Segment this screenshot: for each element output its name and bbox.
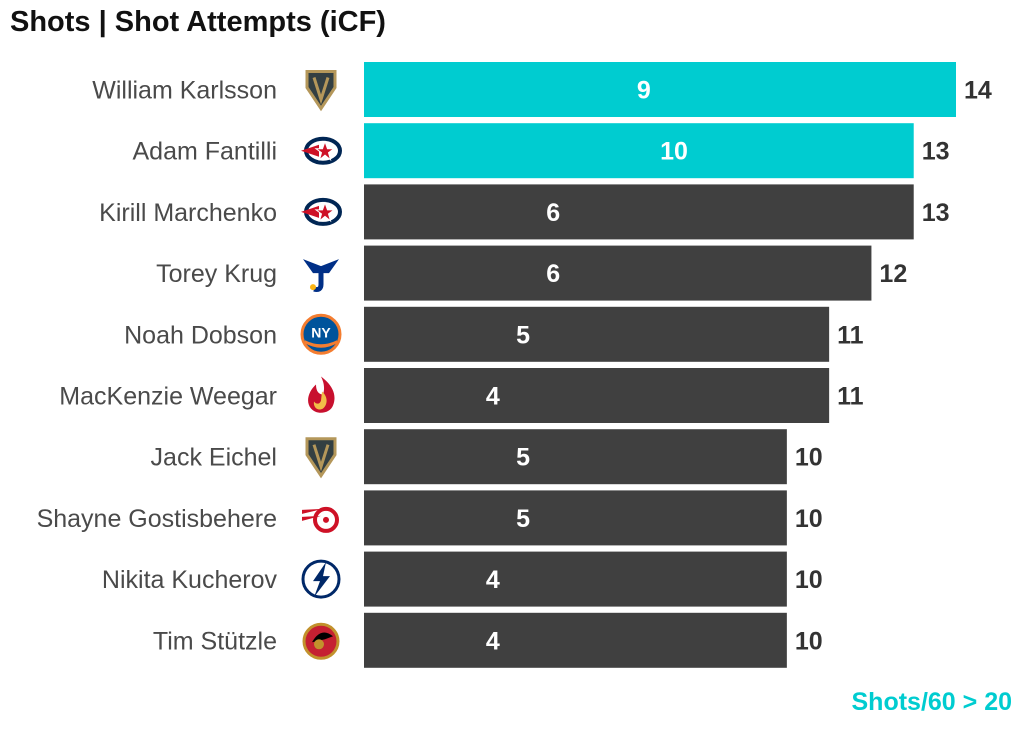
- chart-title: Shots | Shot Attempts (iCF): [10, 6, 386, 38]
- shots-value-label: 4: [486, 566, 500, 594]
- player-label: Jack Eichel: [151, 444, 277, 472]
- player-label: Torey Krug: [156, 260, 277, 288]
- bar-row-noah-dobson: Noah Dobson 5 11: [124, 306, 864, 362]
- player-label: William Karlsson: [92, 77, 277, 105]
- shot-attempts-value-label: 10: [795, 566, 823, 594]
- shot-attempts-value-label: 14: [964, 77, 992, 105]
- bar-row-adam-fantilli: Adam Fantilli 10 13: [133, 123, 950, 179]
- shots-value-label: 5: [516, 444, 530, 472]
- shots-value-label: 10: [660, 138, 688, 166]
- bar-row-jack-eichel: Jack Eichel 5 10: [151, 429, 823, 485]
- flames-logo-icon: [308, 376, 335, 413]
- shots-value-label: 6: [546, 199, 560, 227]
- shot-attempts-value-label: 10: [795, 505, 823, 533]
- player-label: MacKenzie Weegar: [59, 383, 277, 411]
- player-label: Tim Stützle: [153, 627, 277, 655]
- shots-value-label: 9: [637, 77, 651, 105]
- shot-attempts-value-label: 12: [879, 260, 907, 288]
- shots-value-label: 4: [486, 383, 500, 411]
- shots-value-label: 5: [516, 321, 530, 349]
- bar: [364, 368, 830, 423]
- bar-row-nikita-kucherov: Nikita Kucherov 4 10: [102, 551, 823, 607]
- red-wings-logo-icon: [300, 506, 339, 533]
- shot-attempts-value-label: 10: [795, 627, 823, 655]
- player-label: Shayne Gostisbehere: [37, 505, 277, 533]
- metric-note: Shots/60 > 20: [851, 688, 1013, 716]
- shot-attempts-value-label: 13: [922, 138, 950, 166]
- bar: [364, 306, 830, 362]
- lightning-logo-icon: [301, 559, 341, 599]
- bar-row-william-karlsson: William Karlsson 9 14: [92, 62, 992, 117]
- player-label: Adam Fantilli: [133, 138, 278, 166]
- shot-attempts-value-label: 11: [837, 383, 864, 411]
- shots-value-label: 6: [546, 260, 560, 288]
- bar: [364, 551, 787, 607]
- shot-attempts-value-label: 11: [837, 321, 864, 349]
- bar-row-mackenzie-weegar: MacKenzie Weegar 4 11: [59, 368, 864, 423]
- shot-attempts-value-label: 13: [922, 199, 950, 227]
- blues-logo-icon: [303, 259, 339, 290]
- blue-jackets-logo-icon: [299, 197, 342, 226]
- islanders-logo-icon: [300, 313, 342, 355]
- bar-row-torey-krug: Torey Krug 6 12: [156, 245, 907, 301]
- player-label: Kirill Marchenko: [99, 199, 277, 227]
- bar-row-tim-stutzle: Tim Stützle 4 10: [153, 612, 823, 668]
- bar-row-shayne-gostisbehere: Shayne Gostisbehere 5 10: [37, 490, 823, 546]
- shot-attempts-value-label: 10: [795, 444, 823, 472]
- bar: [364, 429, 787, 485]
- golden-knights-logo-icon: [305, 70, 337, 110]
- shots-value-label: 4: [486, 627, 500, 655]
- bar: [364, 123, 914, 179]
- bar: [364, 62, 956, 117]
- bar: [364, 184, 914, 240]
- golden-knights-logo-icon: [305, 437, 337, 478]
- bar: [364, 612, 787, 668]
- player-label: Noah Dobson: [124, 321, 277, 349]
- bar: [364, 490, 787, 546]
- player-label: Nikita Kucherov: [102, 566, 278, 594]
- bar-row-kirill-marchenko: Kirill Marchenko 6 13: [99, 184, 950, 240]
- senators-logo-icon: [302, 622, 340, 660]
- shots-value-label: 5: [516, 505, 530, 533]
- bar: [364, 245, 872, 301]
- blue-jackets-logo-icon: [299, 136, 342, 165]
